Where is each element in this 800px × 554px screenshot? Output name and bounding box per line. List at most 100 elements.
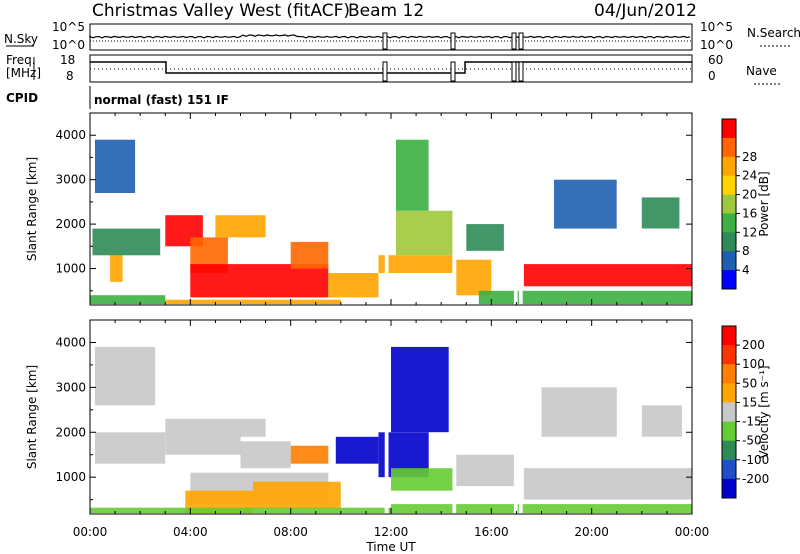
freq-gap-2	[511, 61, 517, 82]
velocity-colorbar-segment	[722, 459, 736, 480]
velocity-colorbar-label: -50	[742, 434, 762, 448]
freq-gap-1	[450, 61, 456, 82]
freq-tick-top: 18	[60, 53, 75, 67]
nave-tick-top: 60	[708, 53, 723, 67]
velocity-ylabel: Slant Range [km]	[25, 365, 39, 469]
power-colorbar-label: 4	[742, 263, 750, 277]
date-label: 04/Jun/2012	[594, 1, 697, 21]
power-echo-region	[378, 255, 454, 273]
power-ytick-label: 4000	[55, 128, 86, 142]
nsky-gap-2	[511, 32, 517, 50]
power-colorbar-label: 24	[742, 169, 757, 183]
power-colorbar-label: 12	[742, 225, 757, 239]
nsky-tick-bottom: 10^0	[52, 38, 85, 52]
cpid-value: normal (fast) 151 IF	[94, 93, 229, 107]
power-echo-region	[466, 224, 504, 251]
nsky-gap-1	[450, 32, 456, 50]
power-colorbar-segment	[722, 213, 736, 233]
power-ytick-label: 3000	[55, 173, 86, 187]
freq-trace	[90, 61, 692, 74]
xtick-label: 16:00	[474, 525, 509, 539]
power-data-gap-1	[452, 113, 457, 305]
nsky-gap-3	[518, 32, 524, 50]
freq-unit-label: [MHz]	[6, 66, 41, 80]
velocity-ytick-label: 2000	[55, 425, 86, 439]
cpid-label: CPID	[6, 91, 38, 105]
velocity-echo-region	[240, 441, 291, 469]
power-colorbar-segment	[722, 137, 736, 158]
nave-tick-bottom: 0	[708, 69, 716, 83]
power-echo-region	[396, 139, 429, 211]
velocity-data-gap-1	[452, 320, 457, 514]
velocity-ytick-label: 4000	[55, 335, 86, 349]
xaxis-label: Time UT	[365, 540, 416, 554]
xtick-label: 04:00	[173, 525, 208, 539]
nsearch-tick-top: 10^5	[700, 20, 733, 34]
velocity-data-gap-0	[384, 320, 389, 514]
freq-gap-3	[518, 61, 524, 82]
velocity-echo-region	[541, 387, 617, 437]
velocity-echo-region	[240, 418, 266, 437]
velocity-echo-region	[391, 468, 454, 491]
power-data-gap-0	[384, 113, 389, 305]
power-colorbar-label: 8	[742, 244, 750, 258]
velocity-echo-region	[456, 454, 517, 487]
velocity-colorbar-segment	[722, 478, 736, 499]
power-colorbar-label: 20	[742, 188, 757, 202]
freq-label: Freq.	[6, 53, 36, 67]
power-colorbar-segment	[722, 119, 736, 139]
velocity-colorbar-segment	[722, 421, 736, 442]
velocity-echo-region	[95, 346, 156, 406]
power-echo-region	[90, 295, 166, 305]
power-colorbar-frame	[721, 118, 737, 290]
velocity-echo-region	[335, 436, 379, 464]
nave-label: Nave	[746, 64, 777, 78]
power-colorbar-label: 16	[742, 206, 757, 220]
power-ytick-label: 2000	[55, 217, 86, 231]
velocity-colorbar-label: 50	[742, 376, 757, 390]
velocity-colorbar-title: Velocity [m s⁻¹]	[757, 365, 771, 458]
power-echo-region	[165, 299, 341, 305]
power-colorbar-segment	[722, 251, 736, 271]
velocity-colorbar-label: -200	[742, 472, 769, 486]
velocity-colorbar-segment	[722, 345, 736, 365]
power-colorbar-segment	[722, 175, 736, 196]
power-data-gap-2	[513, 113, 518, 305]
power-echo-region	[641, 197, 680, 229]
velocity-ytick-label: 3000	[55, 380, 86, 394]
velocity-echo-region	[641, 405, 682, 437]
power-colorbar-segment	[722, 156, 736, 177]
velocity-echo-region	[253, 481, 341, 509]
velocity-colorbar-segment	[722, 383, 736, 403]
power-ylabel: Slant Range [km]	[25, 157, 39, 261]
power-colorbar-title: Power [dB]	[757, 171, 771, 236]
velocity-echo-region	[165, 418, 241, 455]
freq-gap-0	[382, 61, 388, 82]
power-colorbar-segment	[722, 270, 736, 290]
velocity-echo-region	[391, 504, 692, 514]
nsearch-label: N.Search	[747, 26, 800, 40]
velocity-colorbar-frame	[721, 325, 737, 499]
velocity-colorbar-segment	[722, 364, 736, 384]
xtick-label: 20:00	[574, 525, 609, 539]
velocity-colorbar-label: 15	[742, 395, 757, 409]
velocity-echo-region	[90, 507, 391, 514]
xtick-label: 08:00	[273, 525, 308, 539]
velocity-colorbar-segment	[722, 440, 736, 461]
power-echo-region	[110, 255, 123, 282]
velocity-echo-region	[523, 468, 692, 500]
power-echo-region	[554, 179, 617, 229]
power-echo-region	[92, 228, 161, 256]
power-echo-region	[95, 139, 136, 193]
nsearch-tick-bottom: 10^0	[700, 38, 733, 52]
power-echo-region	[456, 259, 492, 296]
power-colorbar-label: 28	[742, 150, 757, 164]
power-colorbar-segment	[722, 194, 736, 214]
velocity-data-gap-2	[513, 320, 518, 514]
nsky-tick-top: 10^5	[52, 20, 85, 34]
xtick-label: 00:00	[675, 525, 710, 539]
velocity-colorbar-segment	[722, 402, 736, 422]
power-echo-region	[290, 241, 329, 269]
velocity-colorbar-label: 100	[742, 357, 765, 371]
